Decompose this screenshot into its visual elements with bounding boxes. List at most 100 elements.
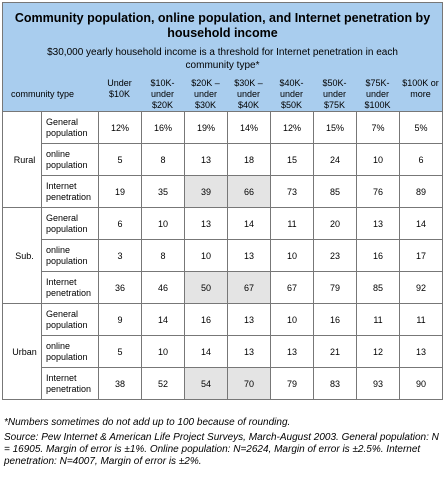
table-cell: 83 — [313, 367, 357, 400]
table-cell: 54 — [184, 367, 228, 400]
table-cell: 19 — [98, 175, 142, 208]
table-cell: 89 — [398, 175, 444, 208]
table-cell: 13 — [398, 335, 444, 368]
table-cell: 11 — [356, 303, 400, 336]
table-cell: 23 — [313, 239, 357, 272]
table-row: online population 5 10 14 13 13 21 12 13 — [3, 335, 444, 368]
column-headers: community type Under $10K $10K-under $20K $2… — [3, 78, 442, 111]
table-cell: 3 — [98, 239, 142, 272]
table-cell: 38 — [98, 367, 142, 400]
income-column-header-line: Under — [107, 78, 132, 88]
income-column-header-line: under — [151, 89, 175, 99]
table-cell: 10 — [184, 239, 228, 272]
community-type-label: community type — [11, 89, 75, 99]
table-cell: 35 — [141, 175, 185, 208]
row-label: online population — [41, 335, 99, 368]
table-subtitle: $30,000 yearly household income is a thr… — [47, 47, 398, 71]
table-cell: 10 — [356, 143, 400, 176]
table-cell: 13 — [227, 335, 271, 368]
table-cell: 24 — [313, 143, 357, 176]
income-column-header-line: $75K — [324, 100, 346, 110]
income-column-header: $50K-under $75K — [313, 78, 356, 111]
table-cell: 13 — [356, 207, 400, 240]
income-column-header-line: $30K – — [234, 78, 263, 88]
table-cell: 66 — [227, 175, 271, 208]
table-cell: 16 — [184, 303, 228, 336]
row-label: Internet penetration — [41, 367, 99, 400]
income-column-header-line: $75K- — [365, 78, 390, 88]
footnote: *Numbers sometimes do not add up to 100 … — [4, 417, 291, 428]
income-column-header-line: $20K — [152, 100, 174, 110]
table-cell: 12% — [270, 111, 314, 144]
table-cell: 10 — [270, 239, 314, 272]
table-cell: 92 — [398, 271, 444, 304]
income-column-header-line: $40K — [238, 100, 260, 110]
income-column-header-line: $40K- — [279, 78, 304, 88]
table-cell: 12% — [98, 111, 142, 144]
table-cell: 79 — [270, 367, 314, 400]
income-column-header: $20K – under $30K — [184, 78, 227, 111]
income-column-header-line: under — [237, 89, 261, 99]
income-column-header: $40K-under $50K — [270, 78, 313, 111]
table-row: online population 3 8 10 13 10 23 16 17 — [3, 239, 444, 272]
income-column-header-line: under — [323, 89, 347, 99]
table-cell: 67 — [270, 271, 314, 304]
table-cell: 93 — [356, 367, 400, 400]
table-cell: 19% — [184, 111, 228, 144]
table-header: Community population, online population,… — [1, 2, 444, 112]
table-cell: 85 — [313, 175, 357, 208]
table-cell: 16 — [313, 303, 357, 336]
table-cell: 15 — [270, 143, 314, 176]
income-column-header-line: $50K- — [322, 78, 347, 88]
income-column-header: Under $10K — [98, 78, 141, 111]
table-cell: 5% — [398, 111, 444, 144]
table-cell: 10 — [141, 207, 185, 240]
table-cell: 11 — [270, 207, 314, 240]
community-group-label: Urban — [2, 303, 42, 400]
table-cell: 10 — [270, 303, 314, 336]
income-column-header-line: $100K — [364, 100, 391, 110]
table-cell: 14 — [398, 207, 444, 240]
table-cell: 16% — [141, 111, 185, 144]
table-cell: 39 — [184, 175, 228, 208]
table-row: Internet penetration 38 52 54 70 79 83 93 90 — [3, 367, 444, 400]
table-cell: 46 — [141, 271, 185, 304]
row-label: General population — [41, 207, 99, 240]
row-label: General population — [41, 111, 99, 144]
table-cell: 7% — [356, 111, 400, 144]
table-cell: 13 — [184, 207, 228, 240]
income-column-header-line: $50K — [281, 100, 303, 110]
income-column-header-line: under — [194, 89, 218, 99]
income-column-header-line: $10K- — [150, 78, 175, 88]
table-row: Rural General population 12% 16% 19% 14% 12% 15… — [2, 111, 444, 208]
table-cell: 16 — [356, 239, 400, 272]
income-column-header-line: $20K – — [191, 78, 220, 88]
row-label: online population — [41, 239, 99, 272]
table-cell: 5 — [98, 335, 142, 368]
income-column-header: $30K – under $40K — [227, 78, 270, 111]
table-cell: 73 — [270, 175, 314, 208]
table-cell: 79 — [313, 271, 357, 304]
table-cell: 12 — [356, 335, 400, 368]
table-cell: 70 — [227, 367, 271, 400]
table-cell: 90 — [398, 367, 444, 400]
row-label: online population — [41, 143, 99, 176]
table-cell: 52 — [141, 367, 185, 400]
table-cell: 14 — [227, 207, 271, 240]
table-cell: 8 — [141, 239, 185, 272]
income-column-header: $75K-under $100K — [356, 78, 399, 111]
income-column-header-line: $100K or — [402, 78, 439, 88]
income-column-header-line: $10K — [109, 89, 131, 99]
table-cell: 21 — [313, 335, 357, 368]
table-cell: 50 — [184, 271, 228, 304]
income-column-header-line: under — [280, 89, 304, 99]
row-label: Internet penetration — [41, 175, 99, 208]
table-cell: 11 — [398, 303, 444, 336]
table-row: Internet penetration 36 46 50 67 67 79 85 92 — [3, 271, 444, 304]
table-cell: 15% — [313, 111, 357, 144]
table-cell: 13 — [270, 335, 314, 368]
table-cell: 36 — [98, 271, 142, 304]
table-cell: 67 — [227, 271, 271, 304]
income-column-header: $10K-under $20K — [141, 78, 184, 111]
